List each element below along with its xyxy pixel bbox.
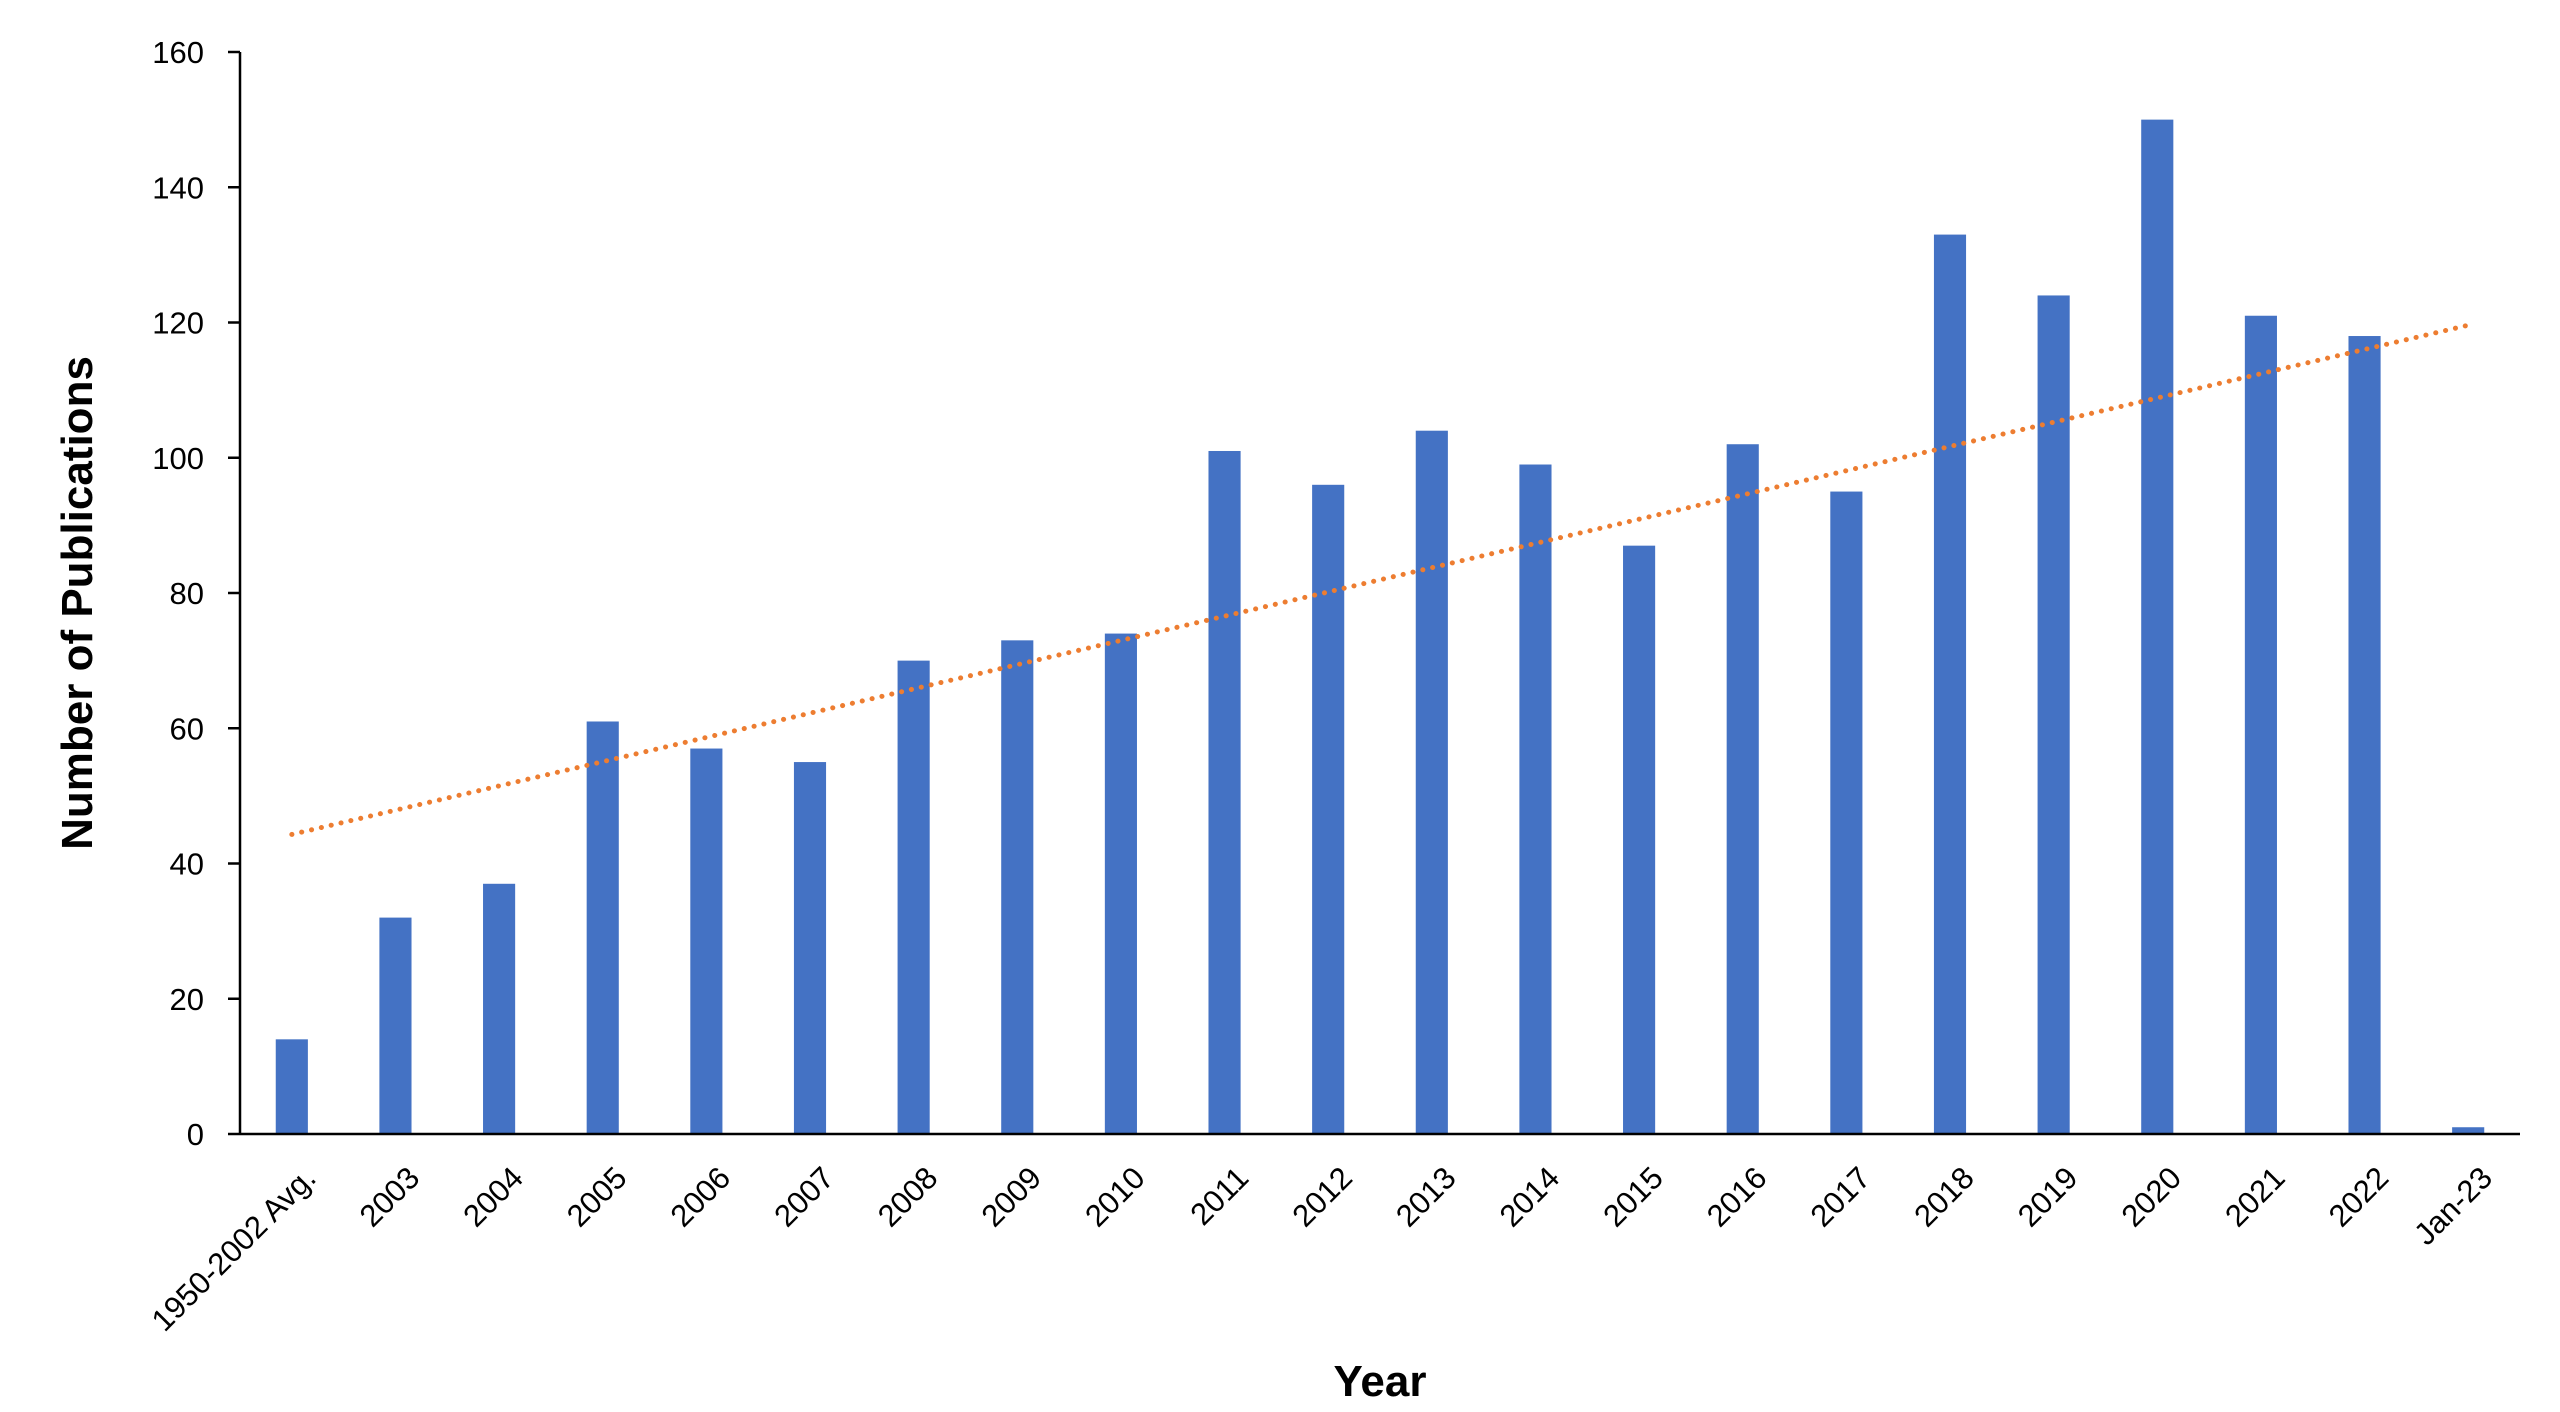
x-tick-label: 2003: [353, 1160, 427, 1234]
y-tick-label: 80: [170, 576, 204, 611]
x-tick-label: 2006: [664, 1160, 738, 1234]
bar-2010: [1104, 633, 1137, 1134]
x-tick-label: 2021: [2218, 1160, 2292, 1234]
bar-2015: [1623, 545, 1656, 1134]
y-tick-label: 100: [152, 441, 204, 476]
x-tick-label: 2017: [1804, 1160, 1878, 1234]
x-tick-label: Jan-23: [2407, 1160, 2499, 1252]
bar-1950-2002-avg: [275, 1039, 308, 1134]
bar-2020: [2141, 119, 2174, 1134]
bar-2021: [2244, 315, 2277, 1134]
y-tick-label: 160: [152, 35, 204, 70]
bar-2014: [1519, 464, 1552, 1134]
bar-2017: [1830, 491, 1863, 1134]
x-tick-label: 2011: [1183, 1160, 1255, 1232]
bars-group: [275, 119, 2485, 1135]
x-tick-label: 2012: [1285, 1160, 1359, 1234]
y-tick-label: 60: [170, 711, 204, 746]
bar-2009: [1001, 640, 1034, 1134]
bar-2019: [2037, 295, 2070, 1134]
bar-2003: [379, 917, 412, 1134]
bar-2013: [1415, 430, 1448, 1134]
x-tick-label: 2014: [1493, 1160, 1567, 1234]
y-tick-label: 120: [152, 306, 204, 341]
x-tick-label: 2020: [2115, 1160, 2189, 1234]
y-tick-label: 20: [170, 982, 204, 1017]
x-tick-label: 2009: [975, 1160, 1049, 1234]
x-tick-label: 2018: [1907, 1160, 1981, 1234]
x-tick-label: 2007: [767, 1160, 841, 1234]
x-tick-label: 2022: [2322, 1160, 2396, 1234]
x-tick-label: 2005: [560, 1160, 634, 1234]
x-tick-label: 2010: [1078, 1160, 1152, 1234]
y-tick-label: 40: [170, 847, 204, 882]
bar-2007: [793, 762, 827, 1134]
y-tick-label: 0: [187, 1117, 204, 1152]
axes-group: [238, 52, 2520, 1136]
x-tick-label: 2019: [2011, 1160, 2085, 1234]
y-axis-title: Number of Publications: [53, 356, 102, 850]
bar-2012: [1312, 484, 1345, 1134]
trendline: [289, 322, 2471, 837]
x-tick-label: 1950-2002 Avg.: [145, 1160, 323, 1338]
x-tick-label: 2016: [1700, 1160, 1774, 1234]
y-tick-labels: 0 20 40 60 80 100 120 140 160: [152, 35, 240, 1152]
bar-2018: [1933, 234, 1967, 1134]
bar-2008: [897, 660, 930, 1134]
bar-2005: [586, 721, 619, 1134]
x-tick-labels: 1950-2002 Avg. 2003 2004 2005 2006 2007 2008 20…: [145, 1160, 2499, 1338]
x-tick-label: 2015: [1596, 1160, 1670, 1234]
trendline-group: [289, 322, 2471, 837]
bar-2006: [690, 748, 723, 1134]
bar-jan-23: [2452, 1127, 2485, 1134]
bar-2016: [1726, 444, 1759, 1135]
bar-2004: [483, 883, 516, 1134]
x-tick-label: 2013: [1389, 1160, 1463, 1234]
bar-2011: [1208, 450, 1241, 1134]
y-tick-label: 140: [152, 170, 204, 205]
x-tick-label: 2008: [871, 1160, 945, 1234]
bar-2022: [2348, 336, 2381, 1134]
x-tick-label: 2004: [456, 1160, 530, 1234]
x-axis-title: Year: [1334, 1357, 1427, 1406]
